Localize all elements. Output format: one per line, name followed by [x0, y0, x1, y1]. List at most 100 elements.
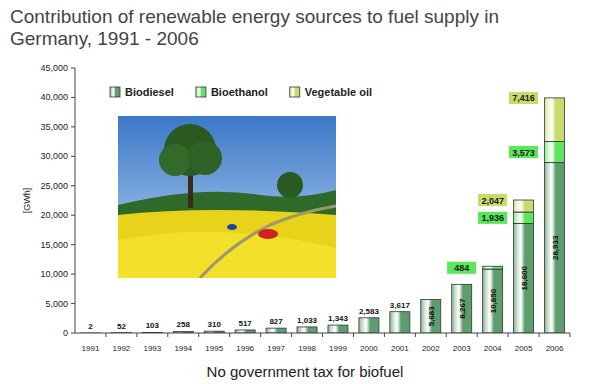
bar-segment [421, 300, 441, 333]
bar-segment [483, 266, 503, 269]
data-label: 484 [454, 263, 469, 273]
y-tick [71, 126, 75, 127]
x-tick [508, 333, 509, 337]
y-tick-label: 5,000 [45, 299, 68, 309]
y-tick [71, 215, 75, 216]
x-tick-label: 2000 [360, 344, 378, 353]
x-tick [415, 333, 416, 337]
y-tick-label: 30,000 [40, 151, 68, 161]
y-tick-label: 40,000 [40, 92, 68, 102]
y-tick-label: 35,000 [40, 122, 68, 132]
annotation: No government tax for biofuel [207, 363, 404, 380]
y-tick [71, 333, 75, 334]
x-tick [291, 333, 292, 337]
x-tick-label: 1991 [82, 344, 100, 353]
y-tick-label: 20,000 [40, 210, 68, 220]
data-label: 103 [146, 321, 160, 330]
bar-segment [359, 318, 379, 333]
x-tick-label: 1992 [113, 344, 131, 353]
y-tick [71, 68, 75, 69]
y-tick [71, 156, 75, 157]
photo-tree [159, 144, 191, 176]
y-axis-label: [GWh] [22, 188, 32, 214]
x-tick [570, 333, 571, 337]
legend-label: Biodiesel [125, 86, 174, 98]
x-tick [105, 333, 106, 337]
title-line: Contribution of renewable energy sources… [10, 6, 499, 27]
data-label: 258 [177, 320, 191, 329]
y-tick [71, 274, 75, 275]
data-label: 517 [238, 319, 252, 328]
x-tick-label: 1995 [205, 344, 223, 353]
title: Contribution of renewable energy sources… [10, 6, 499, 49]
x-tick-label: 1996 [236, 344, 254, 353]
data-label-bg [447, 261, 477, 274]
y-tick-label: 25,000 [40, 181, 68, 191]
x-tick-label: 1998 [298, 344, 316, 353]
y-tick [71, 185, 75, 186]
photo-field [118, 232, 336, 278]
bar-segment [514, 212, 534, 223]
legend-swatch [290, 87, 300, 97]
photo-hill [118, 190, 336, 278]
data-label: 1,033 [297, 316, 318, 325]
bar-segment [545, 142, 565, 163]
x-tick-label: 2003 [453, 344, 471, 353]
bar-segment [297, 327, 317, 333]
photo-car [258, 229, 278, 239]
data-label-box: 1,936 [478, 211, 508, 224]
x-tick-label: 1994 [174, 344, 192, 353]
data-label: 2 [88, 322, 93, 331]
photo-tree [277, 172, 303, 198]
data-label: 18,600 [520, 265, 529, 290]
data-label-bg [478, 194, 508, 207]
y-axis [75, 68, 76, 333]
x-tick [353, 333, 354, 337]
legend-swatch [110, 87, 120, 97]
x-tick-label: 1999 [329, 344, 347, 353]
x-tick [198, 333, 199, 337]
legend-item: Vegetable oil [290, 86, 372, 98]
data-label: 310 [208, 320, 222, 329]
data-label-bg [509, 146, 539, 159]
x-tick [446, 333, 447, 337]
data-label-bg [478, 211, 508, 224]
x-tick-label: 2004 [484, 344, 502, 353]
data-label: 52 [117, 322, 126, 331]
x-tick-label: 1997 [267, 344, 285, 353]
x-tick [322, 333, 323, 337]
data-label: 1,936 [481, 213, 504, 223]
data-label: 2,047 [481, 196, 504, 206]
photo-car [227, 224, 237, 230]
data-label: 10,850 [489, 288, 498, 313]
bar-segment [328, 325, 348, 333]
bar-segment [483, 269, 503, 333]
bar-segment [390, 312, 410, 333]
x-tick-label: 1993 [143, 344, 161, 353]
data-label: 1,343 [328, 314, 349, 323]
photo-tree [188, 141, 222, 175]
data-label: 8,267 [458, 298, 467, 319]
data-label: 3,573 [512, 148, 535, 158]
x-tick [539, 333, 540, 337]
data-label: 28,933 [551, 235, 560, 260]
y-tick [71, 303, 75, 304]
bars [80, 98, 564, 333]
photo-field [118, 210, 336, 278]
data-label-bg [509, 91, 539, 104]
bar-segment [545, 163, 565, 333]
y-tick-label: 15,000 [40, 240, 68, 250]
bar-segment [514, 223, 534, 333]
bar-segment [452, 284, 472, 333]
legend-item: Biodiesel [110, 86, 174, 98]
y-tick-label: 10,000 [40, 269, 68, 279]
bar-segment [514, 200, 534, 212]
x-tick [477, 333, 478, 337]
legend-swatch [196, 87, 206, 97]
legend-label: Bioethanol [211, 86, 268, 98]
chart: Contribution of renewable energy sources… [0, 0, 609, 384]
data-label: 5,683 [427, 306, 436, 327]
data-labels: 2521032583105178271,0331,3432,5833,6175,… [88, 91, 559, 331]
data-label: 3,617 [390, 301, 411, 310]
x-tick [384, 333, 385, 337]
